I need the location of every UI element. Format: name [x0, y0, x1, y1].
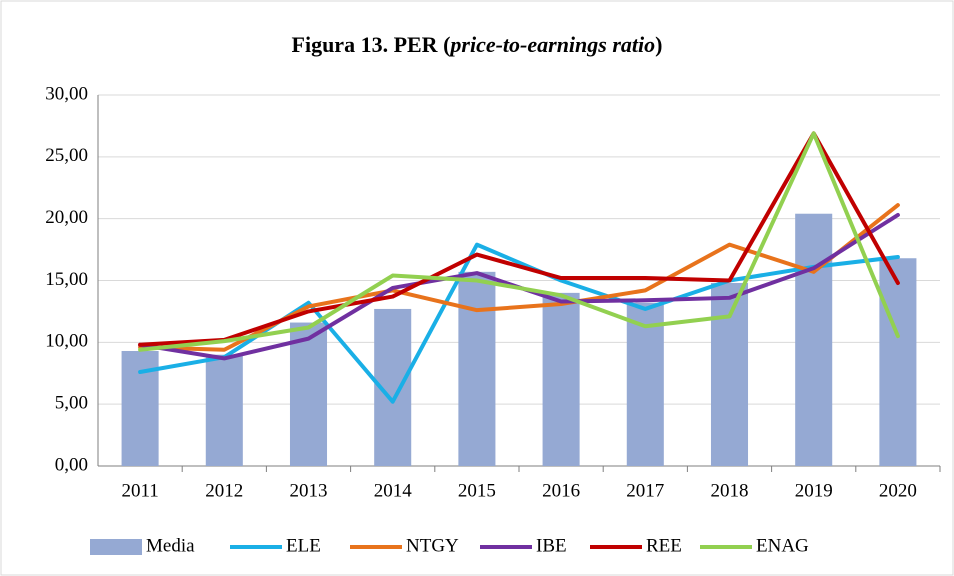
y-tick-label: 0,00	[55, 454, 88, 475]
legend-label: NTGY	[406, 535, 459, 556]
bar	[710, 282, 749, 466]
line	[138, 131, 900, 352]
x-tick-label: 2012	[205, 480, 243, 501]
bar	[289, 322, 328, 466]
legend-swatch	[90, 539, 142, 555]
x-tick-label: 2015	[458, 480, 496, 501]
bar	[542, 292, 580, 466]
x-tick-label: 2019	[795, 480, 833, 501]
y-tick-label: 25,00	[45, 145, 88, 166]
chart-title: Figura 13. PER (price-to-earnings ratio)	[292, 32, 663, 57]
x-tick-label: 2020	[879, 480, 917, 501]
legend-label: IBE	[536, 535, 567, 556]
x-tick-label: 2018	[711, 480, 749, 501]
title-part: )	[655, 32, 662, 57]
y-tick-label: 15,00	[45, 269, 88, 290]
bar	[626, 302, 664, 466]
legend-label: Media	[146, 535, 195, 556]
x-tick-label: 2017	[626, 480, 664, 501]
y-tick-label: 30,00	[45, 83, 88, 104]
title-part: price-to-earnings ratio	[448, 32, 655, 57]
y-tick-label: 20,00	[45, 207, 88, 228]
legend-label: ELE	[286, 535, 321, 556]
x-tick-label: 2014	[374, 480, 413, 501]
y-tick-label: 5,00	[55, 393, 88, 414]
bar	[795, 213, 833, 466]
y-tick-label: 10,00	[45, 331, 88, 352]
line	[138, 203, 900, 352]
bar	[879, 258, 917, 466]
legend-label: REE	[646, 535, 682, 556]
title-part: Figura 13. PER (	[292, 32, 451, 57]
x-tick-label: 2013	[290, 480, 328, 501]
line	[138, 131, 900, 347]
bar	[205, 354, 243, 466]
x-tick-label: 2011	[121, 480, 158, 501]
legend-label: ENAG	[756, 535, 809, 556]
bar	[458, 271, 496, 466]
x-tick-label: 2016	[542, 480, 580, 501]
